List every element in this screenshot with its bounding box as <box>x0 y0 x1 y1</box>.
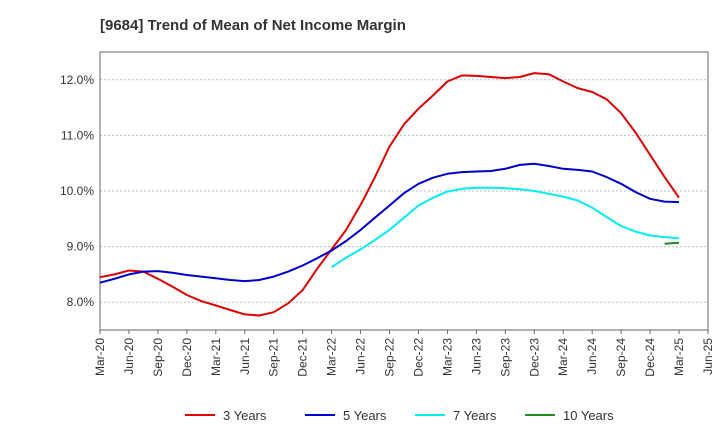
x-tick-label: Mar-25 <box>672 338 686 376</box>
x-tick-label: Sep-24 <box>614 338 628 377</box>
x-tick-label: Jun-25 <box>701 338 715 375</box>
x-tick-label: Sep-23 <box>498 338 512 377</box>
series-line-10-years <box>664 241 680 245</box>
legend-label: 10 Years <box>563 408 614 423</box>
x-tick-label: Mar-23 <box>440 338 454 376</box>
x-tick-label: Dec-23 <box>527 338 541 377</box>
y-tick-label: 12.0% <box>60 73 94 87</box>
x-tick-label: Sep-21 <box>267 338 281 377</box>
y-axis-ticks: 8.0% 9.0% 10.0% 11.0% 12.0% <box>60 73 94 309</box>
x-tick-label: Dec-21 <box>296 338 310 377</box>
x-tick-label: Jun-23 <box>469 338 483 375</box>
plot-frame <box>99 51 709 331</box>
x-tick-label: Jun-24 <box>585 338 599 375</box>
x-axis-ticks: Mar-20 Jun-20 Sep-20 Dec-20 Mar-21 Jun-21 Sep-… <box>93 330 715 377</box>
x-tick-label: Dec-20 <box>180 338 194 377</box>
series-line-3-years <box>99 72 680 317</box>
y-tick-label: 10.0% <box>60 184 94 198</box>
chart-title: [9684] Trend of Mean of Net Income Margi… <box>100 17 406 34</box>
x-tick-label: Sep-22 <box>383 338 397 377</box>
x-tick-label: Jun-21 <box>238 338 252 375</box>
series-line-5-years <box>99 162 680 284</box>
x-tick-label: Dec-24 <box>643 338 657 377</box>
legend-label: 3 Years <box>223 408 267 423</box>
legend: 3 Years 5 Years 7 Years 10 Years <box>185 408 614 423</box>
legend-label: 7 Years <box>453 408 497 423</box>
x-tick-label: Sep-20 <box>151 338 165 377</box>
x-tick-label: Jun-20 <box>122 338 136 375</box>
legend-label: 5 Years <box>343 408 387 423</box>
y-tick-label: 8.0% <box>67 295 95 309</box>
x-tick-label: Dec-22 <box>411 338 425 377</box>
x-tick-label: Mar-20 <box>93 338 107 376</box>
x-tick-label: Mar-21 <box>209 338 223 376</box>
x-tick-label: Mar-22 <box>325 338 339 376</box>
y-tick-label: 9.0% <box>67 240 95 254</box>
x-tick-label: Mar-24 <box>556 338 570 376</box>
series-lines <box>99 72 680 317</box>
series-line-7-years <box>331 186 680 269</box>
grid <box>100 79 708 303</box>
x-tick-label: Jun-22 <box>354 338 368 375</box>
y-tick-label: 11.0% <box>61 128 94 142</box>
